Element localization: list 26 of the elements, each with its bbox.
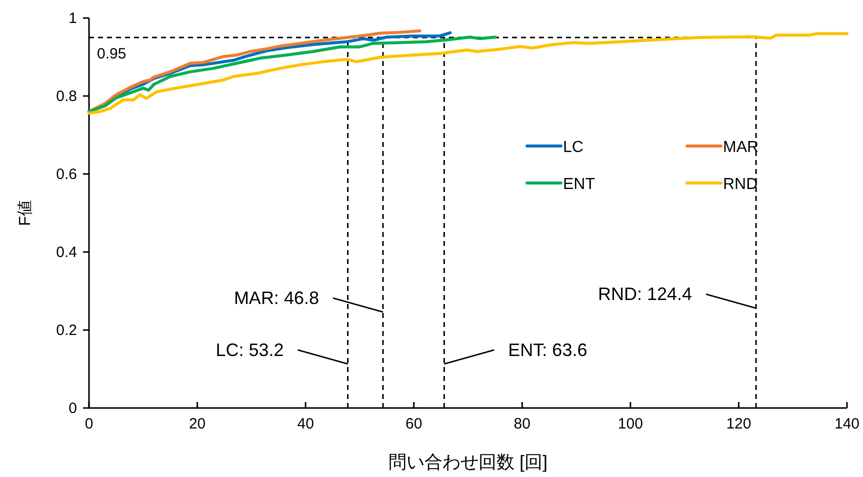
line-series [88,36,497,114]
annotation: MAR: 46.8 [234,288,319,308]
annotation: RND: 124.4 [598,284,692,304]
ref-line-label: 0.95 [97,46,126,62]
legend-label: LC [563,139,584,156]
x-tick-label: 20 [188,416,206,433]
x-tick-label: 60 [406,416,422,433]
y-tick-label: 0.4 [56,244,77,261]
x-tick-label: 120 [726,416,752,433]
legend-label: ENT [563,176,596,193]
x-tick-label: 80 [514,416,530,433]
y-tick-label: 1 [68,10,77,27]
y-axis-title: F値 [17,200,34,226]
annotation: LC: 53.2 [216,340,284,360]
y-tick-label: 0.2 [56,322,77,339]
y-tick-label: 0 [68,400,77,417]
legend-label: RND [723,176,758,193]
annotation: ENT: 63.6 [508,340,588,360]
x-tick-label: 40 [297,416,314,433]
x-axis-title: 問い合わせ回数 [回] [388,452,548,472]
x-tick-label: 0 [84,416,94,433]
x-tick-label: 140 [834,416,860,433]
y-tick-label: 0.6 [56,166,77,183]
legend-label: MAR [723,139,759,156]
x-tick-label: 100 [618,416,643,433]
y-tick-label: 0.8 [56,88,77,105]
